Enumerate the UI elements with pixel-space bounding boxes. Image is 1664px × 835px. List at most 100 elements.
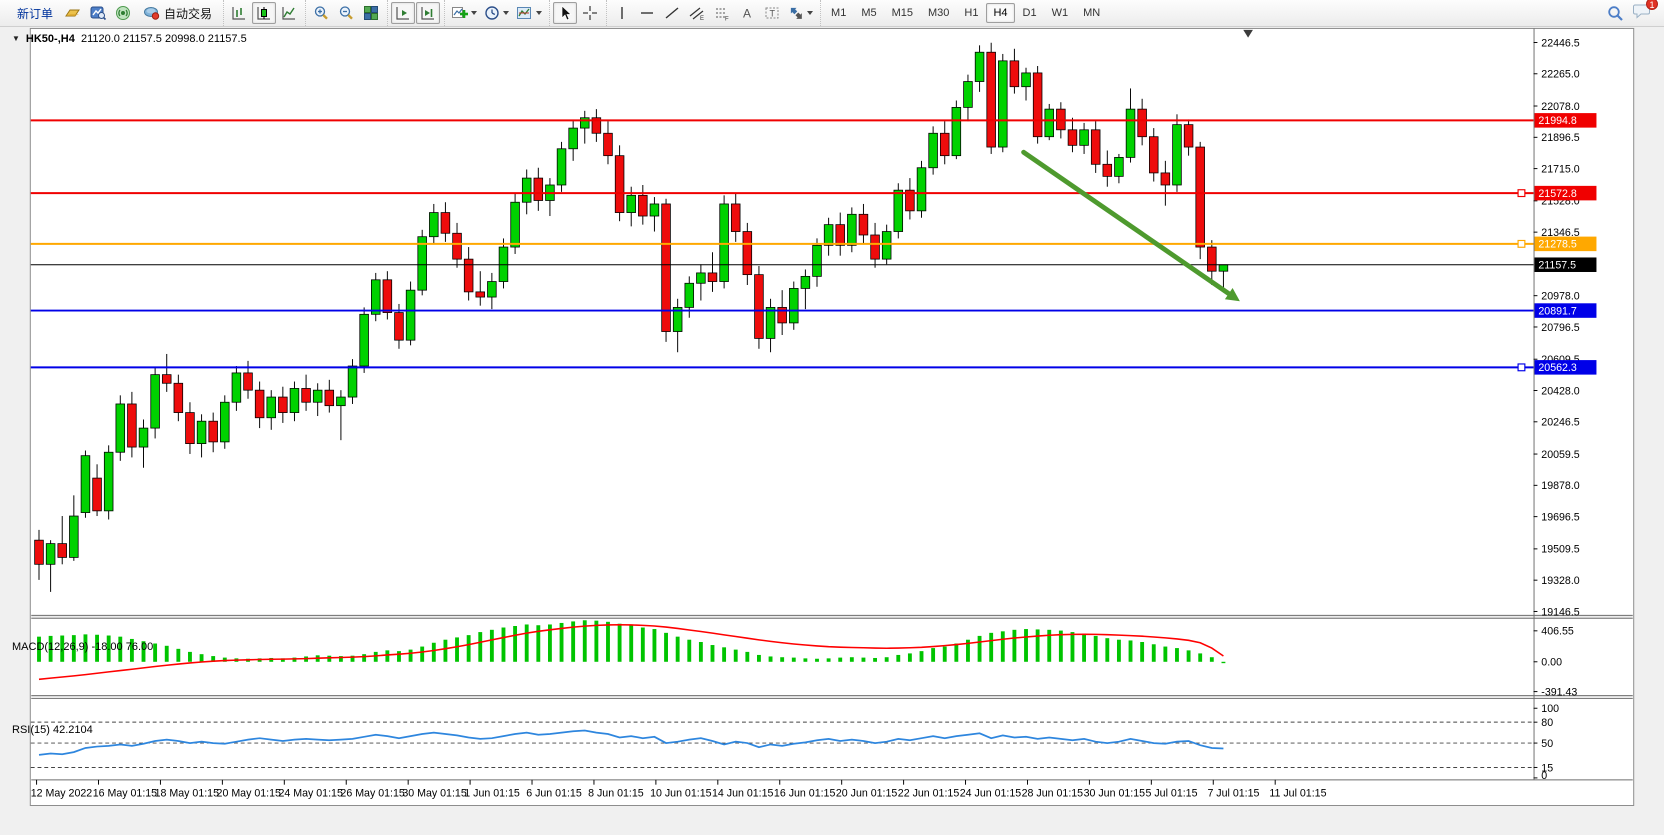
horizontal-line-21278.5[interactable] bbox=[30, 239, 1534, 248]
macd-signal-line bbox=[38, 624, 1224, 681]
svg-text:16 May 01:15: 16 May 01:15 bbox=[93, 787, 157, 799]
new-order-button[interactable]: 新订单 bbox=[7, 2, 60, 24]
collapse-triangle-icon[interactable]: ▼ bbox=[12, 34, 20, 43]
svg-text:20 May 01:15: 20 May 01:15 bbox=[217, 787, 281, 799]
zoom-in-button[interactable] bbox=[309, 2, 333, 24]
svg-text:14 Jun 01:15: 14 Jun 01:15 bbox=[712, 787, 774, 799]
hline-icon bbox=[641, 12, 654, 14]
channel-button[interactable]: E bbox=[685, 2, 709, 24]
notifications[interactable]: 1 bbox=[1633, 0, 1658, 24]
indicators-caret bbox=[471, 11, 478, 15]
chart-shift-button[interactable] bbox=[416, 2, 441, 24]
text-button[interactable]: A bbox=[735, 2, 759, 24]
periods-button[interactable] bbox=[481, 2, 512, 24]
trend-arrow[interactable] bbox=[1021, 149, 1240, 302]
crosshair-button[interactable] bbox=[578, 2, 602, 24]
signal-button[interactable] bbox=[111, 2, 135, 24]
candles-mode-button[interactable] bbox=[252, 2, 277, 24]
timeframe-h1-button[interactable]: H1 bbox=[964, 7, 979, 19]
chart-shift-icon bbox=[421, 7, 435, 20]
horizontal-line-button[interactable] bbox=[635, 2, 659, 24]
svg-text:26 May 01:15: 26 May 01:15 bbox=[340, 787, 404, 799]
trendline-icon bbox=[665, 7, 679, 19]
svg-text:21896.5: 21896.5 bbox=[1541, 132, 1579, 144]
timeframe-m5-button[interactable]: M5 bbox=[861, 7, 877, 19]
svg-text:1 Jun 01:15: 1 Jun 01:15 bbox=[464, 787, 520, 799]
svg-text:19696.5: 19696.5 bbox=[1541, 512, 1579, 524]
templates-caret bbox=[536, 11, 543, 15]
svg-text:19146.5: 19146.5 bbox=[1541, 606, 1579, 618]
zoom-out-button[interactable] bbox=[334, 2, 358, 24]
cursor-button[interactable] bbox=[553, 2, 578, 24]
line-mode-button[interactable] bbox=[277, 2, 301, 24]
arrow-objects-button[interactable] bbox=[785, 2, 816, 24]
horizontal-line-20562.3[interactable] bbox=[30, 363, 1534, 372]
timeframe-m1-button[interactable]: M1 bbox=[831, 7, 847, 19]
signal-icon bbox=[116, 6, 131, 20]
arrows-icon bbox=[790, 7, 802, 19]
zoom-out-icon bbox=[339, 6, 353, 20]
fibonacci-button[interactable]: F bbox=[710, 2, 734, 24]
main-price-panel bbox=[30, 42, 1534, 592]
price-badge-20891.7: 20891.7 bbox=[1534, 303, 1597, 318]
svg-text:0.00: 0.00 bbox=[1541, 657, 1562, 669]
price-badge-21994.8: 21994.8 bbox=[1534, 113, 1597, 128]
timeframe-mn-button[interactable]: MN bbox=[1083, 7, 1101, 19]
tile-windows-button[interactable] bbox=[359, 2, 383, 24]
vertical-line-button[interactable] bbox=[610, 2, 634, 24]
auto-scroll-button[interactable] bbox=[391, 2, 416, 24]
indicators-button[interactable] bbox=[448, 2, 480, 24]
label-icon: T bbox=[765, 7, 779, 19]
label-button[interactable]: T bbox=[760, 2, 784, 24]
new-order-label: 新订单 bbox=[17, 6, 54, 21]
template-icon bbox=[517, 7, 532, 19]
order-group: 新订单 bbox=[4, 0, 222, 26]
macd-panel bbox=[37, 620, 1226, 681]
insert-group bbox=[444, 0, 548, 26]
bars-mode-button[interactable] bbox=[227, 2, 251, 24]
gold-ingot-icon bbox=[65, 9, 80, 17]
svg-text:30 Jun 01:15: 30 Jun 01:15 bbox=[1084, 787, 1146, 799]
svg-text:50: 50 bbox=[1541, 738, 1553, 750]
indicators-icon bbox=[452, 7, 469, 18]
notification-badge: 1 bbox=[1646, 0, 1658, 10]
svg-text:11 Jul 01:15: 11 Jul 01:15 bbox=[1269, 787, 1326, 799]
bar-chart-icon bbox=[232, 7, 246, 20]
timeframe-d1-button[interactable]: D1 bbox=[1022, 7, 1037, 19]
svg-text:0: 0 bbox=[1541, 770, 1547, 782]
fibonacci-icon: F bbox=[716, 8, 729, 21]
price-badge-21278.5: 21278.5 bbox=[1534, 236, 1597, 252]
svg-text:8 Jun 01:15: 8 Jun 01:15 bbox=[588, 787, 644, 799]
horizontal-line-21572.8[interactable] bbox=[30, 189, 1534, 198]
svg-text:100: 100 bbox=[1541, 703, 1559, 715]
chart-shift-marker-icon[interactable] bbox=[1243, 29, 1253, 38]
svg-text:21278.5: 21278.5 bbox=[1538, 239, 1576, 251]
svg-text:18 May 01:15: 18 May 01:15 bbox=[155, 787, 219, 799]
svg-text:21346.5: 21346.5 bbox=[1541, 227, 1579, 239]
timeframe-m30-button[interactable]: M30 bbox=[928, 7, 950, 19]
chart-search-button[interactable] bbox=[86, 2, 110, 24]
svg-text:22078.0: 22078.0 bbox=[1541, 101, 1579, 113]
svg-text:28 Jun 01:15: 28 Jun 01:15 bbox=[1022, 787, 1084, 799]
svg-text:20 Jun 01:15: 20 Jun 01:15 bbox=[836, 787, 898, 799]
svg-text:24 Jun 01:15: 24 Jun 01:15 bbox=[960, 787, 1022, 799]
rsi-panel bbox=[30, 721, 1534, 768]
gold-ingot-button[interactable] bbox=[61, 2, 85, 24]
auto-trading-button[interactable]: 自动交易 bbox=[136, 2, 219, 24]
timeframe-m15-button[interactable]: M15 bbox=[891, 7, 913, 19]
templates-button[interactable] bbox=[513, 2, 545, 24]
timeframe-h4-button[interactable]: H4 bbox=[986, 3, 1015, 23]
svg-text:20891.7: 20891.7 bbox=[1538, 305, 1576, 317]
svg-text:-391.43: -391.43 bbox=[1541, 686, 1577, 698]
timeframe-group: M1 M5 M15 M30 H1 H4 D1 W1 MN bbox=[820, 0, 1110, 26]
cursor-icon bbox=[561, 5, 572, 21]
svg-text:12 May 2022: 12 May 2022 bbox=[31, 787, 93, 799]
trendline-button[interactable] bbox=[660, 2, 684, 24]
price-axis[interactable]: 22446.522265.022078.021896.521715.021528… bbox=[1533, 37, 1597, 782]
svg-text:24 May 01:15: 24 May 01:15 bbox=[278, 787, 342, 799]
search-button[interactable] bbox=[1603, 2, 1627, 24]
svg-text:7 Jul 01:15: 7 Jul 01:15 bbox=[1207, 787, 1259, 799]
svg-text:19328.0: 19328.0 bbox=[1541, 575, 1579, 587]
timeframe-w1-button[interactable]: W1 bbox=[1051, 7, 1069, 19]
